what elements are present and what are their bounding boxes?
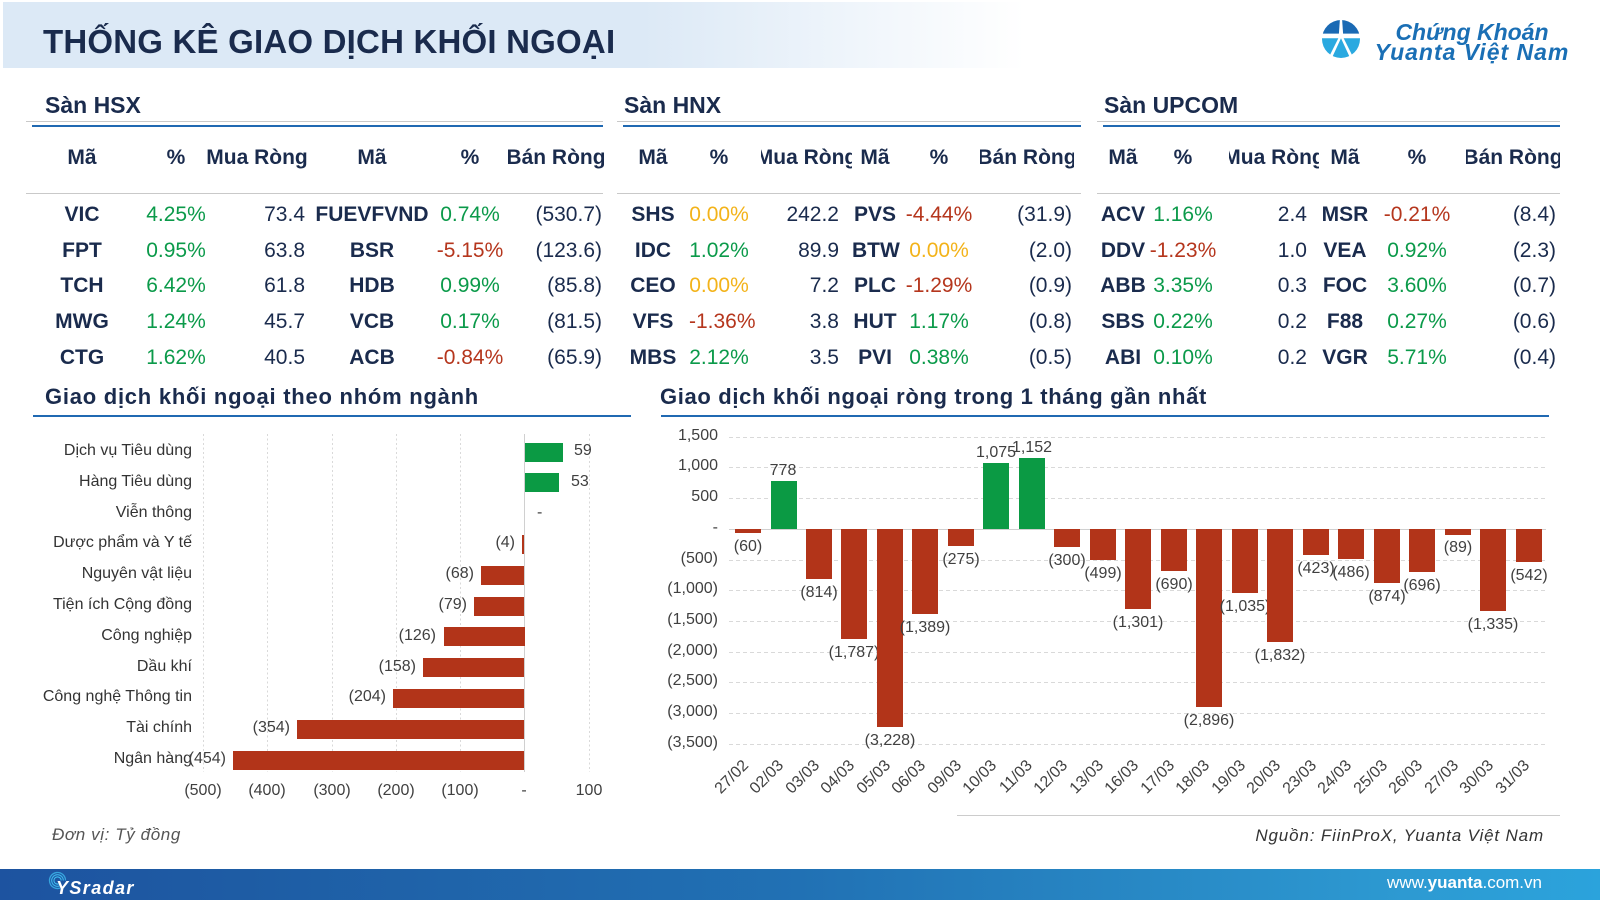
svg-text:YSradar: YSradar bbox=[56, 878, 135, 898]
